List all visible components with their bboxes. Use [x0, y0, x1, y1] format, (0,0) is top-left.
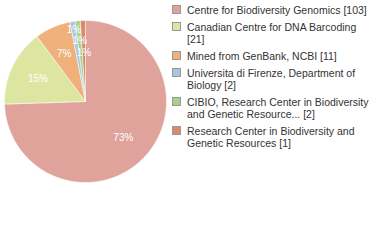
- html-text:Universita di Firenze, Departm: Universita di Firenze, Department of Bio…: [187, 67, 356, 91]
- html-text:Mined from GenBank, NCBI [11]: Mined from GenBank, NCBI [11]: [187, 50, 337, 62]
- svg-text:1%: 1%: [67, 24, 82, 35]
- svg-text:1%: 1%: [77, 47, 92, 58]
- svg-text:73%: 73%: [113, 132, 133, 143]
- svg-text:15%: 15%: [28, 73, 48, 84]
- html-text:Research Center in Biodiversit: Research Center in Biodiversity and Gene…: [187, 125, 355, 149]
- html-text:Canadian Centre for DNA Barcod: Canadian Centre for DNA Barcoding [21]: [187, 21, 357, 45]
- html-text:CIBIO, Research Center in Biod: CIBIO, Research Center in Biodiversity a…: [187, 96, 369, 120]
- html-text:Centre for Biodiversity Genomi: Centre for Biodiversity Genomics [103]: [187, 4, 367, 16]
- svg-text:1%: 1%: [72, 35, 87, 46]
- svg-text:7%: 7%: [57, 48, 72, 59]
